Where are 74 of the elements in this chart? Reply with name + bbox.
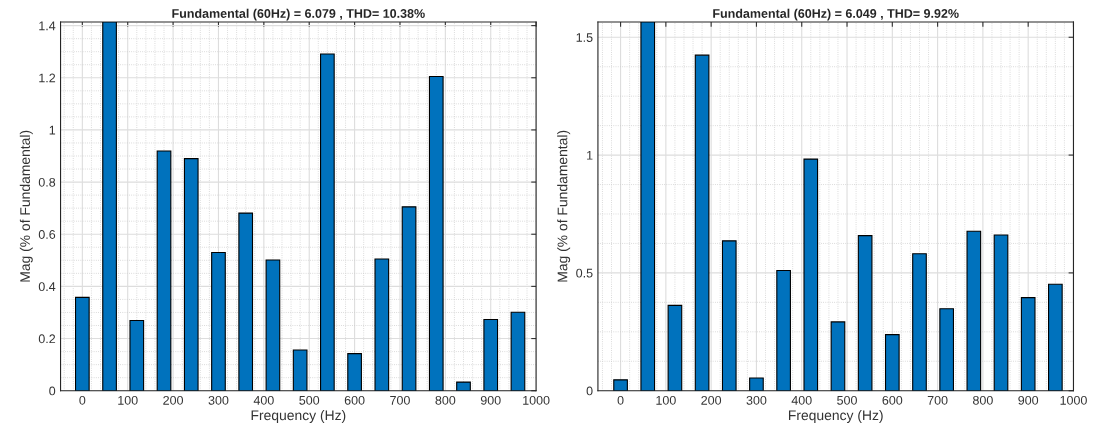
bar: [129, 320, 145, 391]
bar: [1048, 283, 1063, 391]
x-tick-label: 300: [746, 395, 767, 405]
bar: [749, 377, 764, 391]
x-tick-label: 600: [344, 395, 365, 405]
x-axis-title: Frequency (Hz): [788, 410, 883, 423]
bar: [667, 304, 683, 391]
x-tick-label: 0: [79, 395, 86, 405]
x-tick-label: 1000: [523, 395, 550, 405]
y-tick-label: 0: [586, 386, 593, 396]
x-tick-label: 600: [882, 395, 903, 405]
x-tick-label: 1000: [1060, 395, 1087, 405]
bar: [857, 235, 873, 391]
bar: [483, 318, 499, 391]
x-tick-label: 400: [253, 395, 274, 405]
y-tick-label: 0.4: [38, 282, 56, 292]
bar: [912, 253, 927, 391]
bar: [966, 230, 982, 391]
x-tick-label: 800: [435, 395, 456, 405]
x-axis-title: Frequency (Hz): [251, 410, 346, 423]
y-tick-label: 1: [587, 151, 593, 160]
chart-title: Fundamental (60Hz) = 6.079 , THD= 10.38%: [172, 8, 425, 21]
x-tick-label: 0: [617, 395, 624, 405]
bar: [320, 53, 335, 391]
bar: [265, 259, 281, 391]
bar: [183, 158, 199, 391]
y-tick-label: 0.2: [38, 334, 56, 344]
x-tick-label: 100: [656, 395, 676, 405]
y-axis-title: Mag (% of Fundamental): [19, 130, 33, 282]
y-tick-label: 0.6: [38, 230, 56, 239]
bar: [211, 251, 226, 391]
bar: [510, 311, 526, 391]
bar: [830, 321, 846, 391]
bar: [1020, 297, 1036, 391]
bar: [401, 206, 417, 391]
x-tick-label: 200: [163, 395, 184, 405]
x-tick-label: 100: [118, 395, 138, 405]
y-tick-label: 1.5: [576, 33, 593, 42]
bar: [156, 150, 172, 391]
bar: [993, 234, 1009, 391]
y-tick-label: 0.5: [576, 268, 593, 278]
bar: [694, 54, 710, 391]
x-tick-label: 900: [480, 395, 501, 405]
y-tick-label: 1.2: [39, 73, 56, 83]
x-tick-label: 400: [791, 395, 812, 405]
bar: [640, 21, 656, 391]
bar: [939, 308, 955, 391]
x-tick-label: 700: [927, 395, 948, 405]
x-tick-label: 700: [390, 395, 410, 405]
bar: [803, 158, 819, 391]
bar: [721, 240, 737, 391]
x-tick-label: 300: [208, 395, 229, 405]
x-tick-label: 500: [837, 395, 857, 405]
x-tick-label: 800: [973, 395, 993, 405]
bar: [374, 258, 390, 391]
y-tick-label: 0: [49, 386, 56, 396]
bar: [428, 75, 444, 391]
x-tick-label: 500: [299, 395, 320, 405]
bar: [884, 334, 900, 391]
x-tick-label: 200: [701, 395, 722, 405]
bar: [74, 296, 90, 391]
y-tick-label: 1.4: [39, 21, 56, 31]
bar: [347, 353, 362, 391]
x-tick-label: 900: [1018, 395, 1039, 405]
bar: [613, 379, 628, 391]
y-axis-title: Mag (% of Fundamental): [557, 130, 571, 282]
bar: [456, 381, 471, 391]
chart-title: Fundamental (60Hz) = 6.049 , THD= 9.92%: [713, 8, 959, 21]
y-tick-label: 1: [49, 125, 56, 135]
bar: [776, 269, 791, 391]
bar: [292, 349, 308, 391]
bar: [102, 21, 117, 391]
y-tick-label: 0.8: [38, 177, 56, 187]
bar: [238, 212, 254, 391]
